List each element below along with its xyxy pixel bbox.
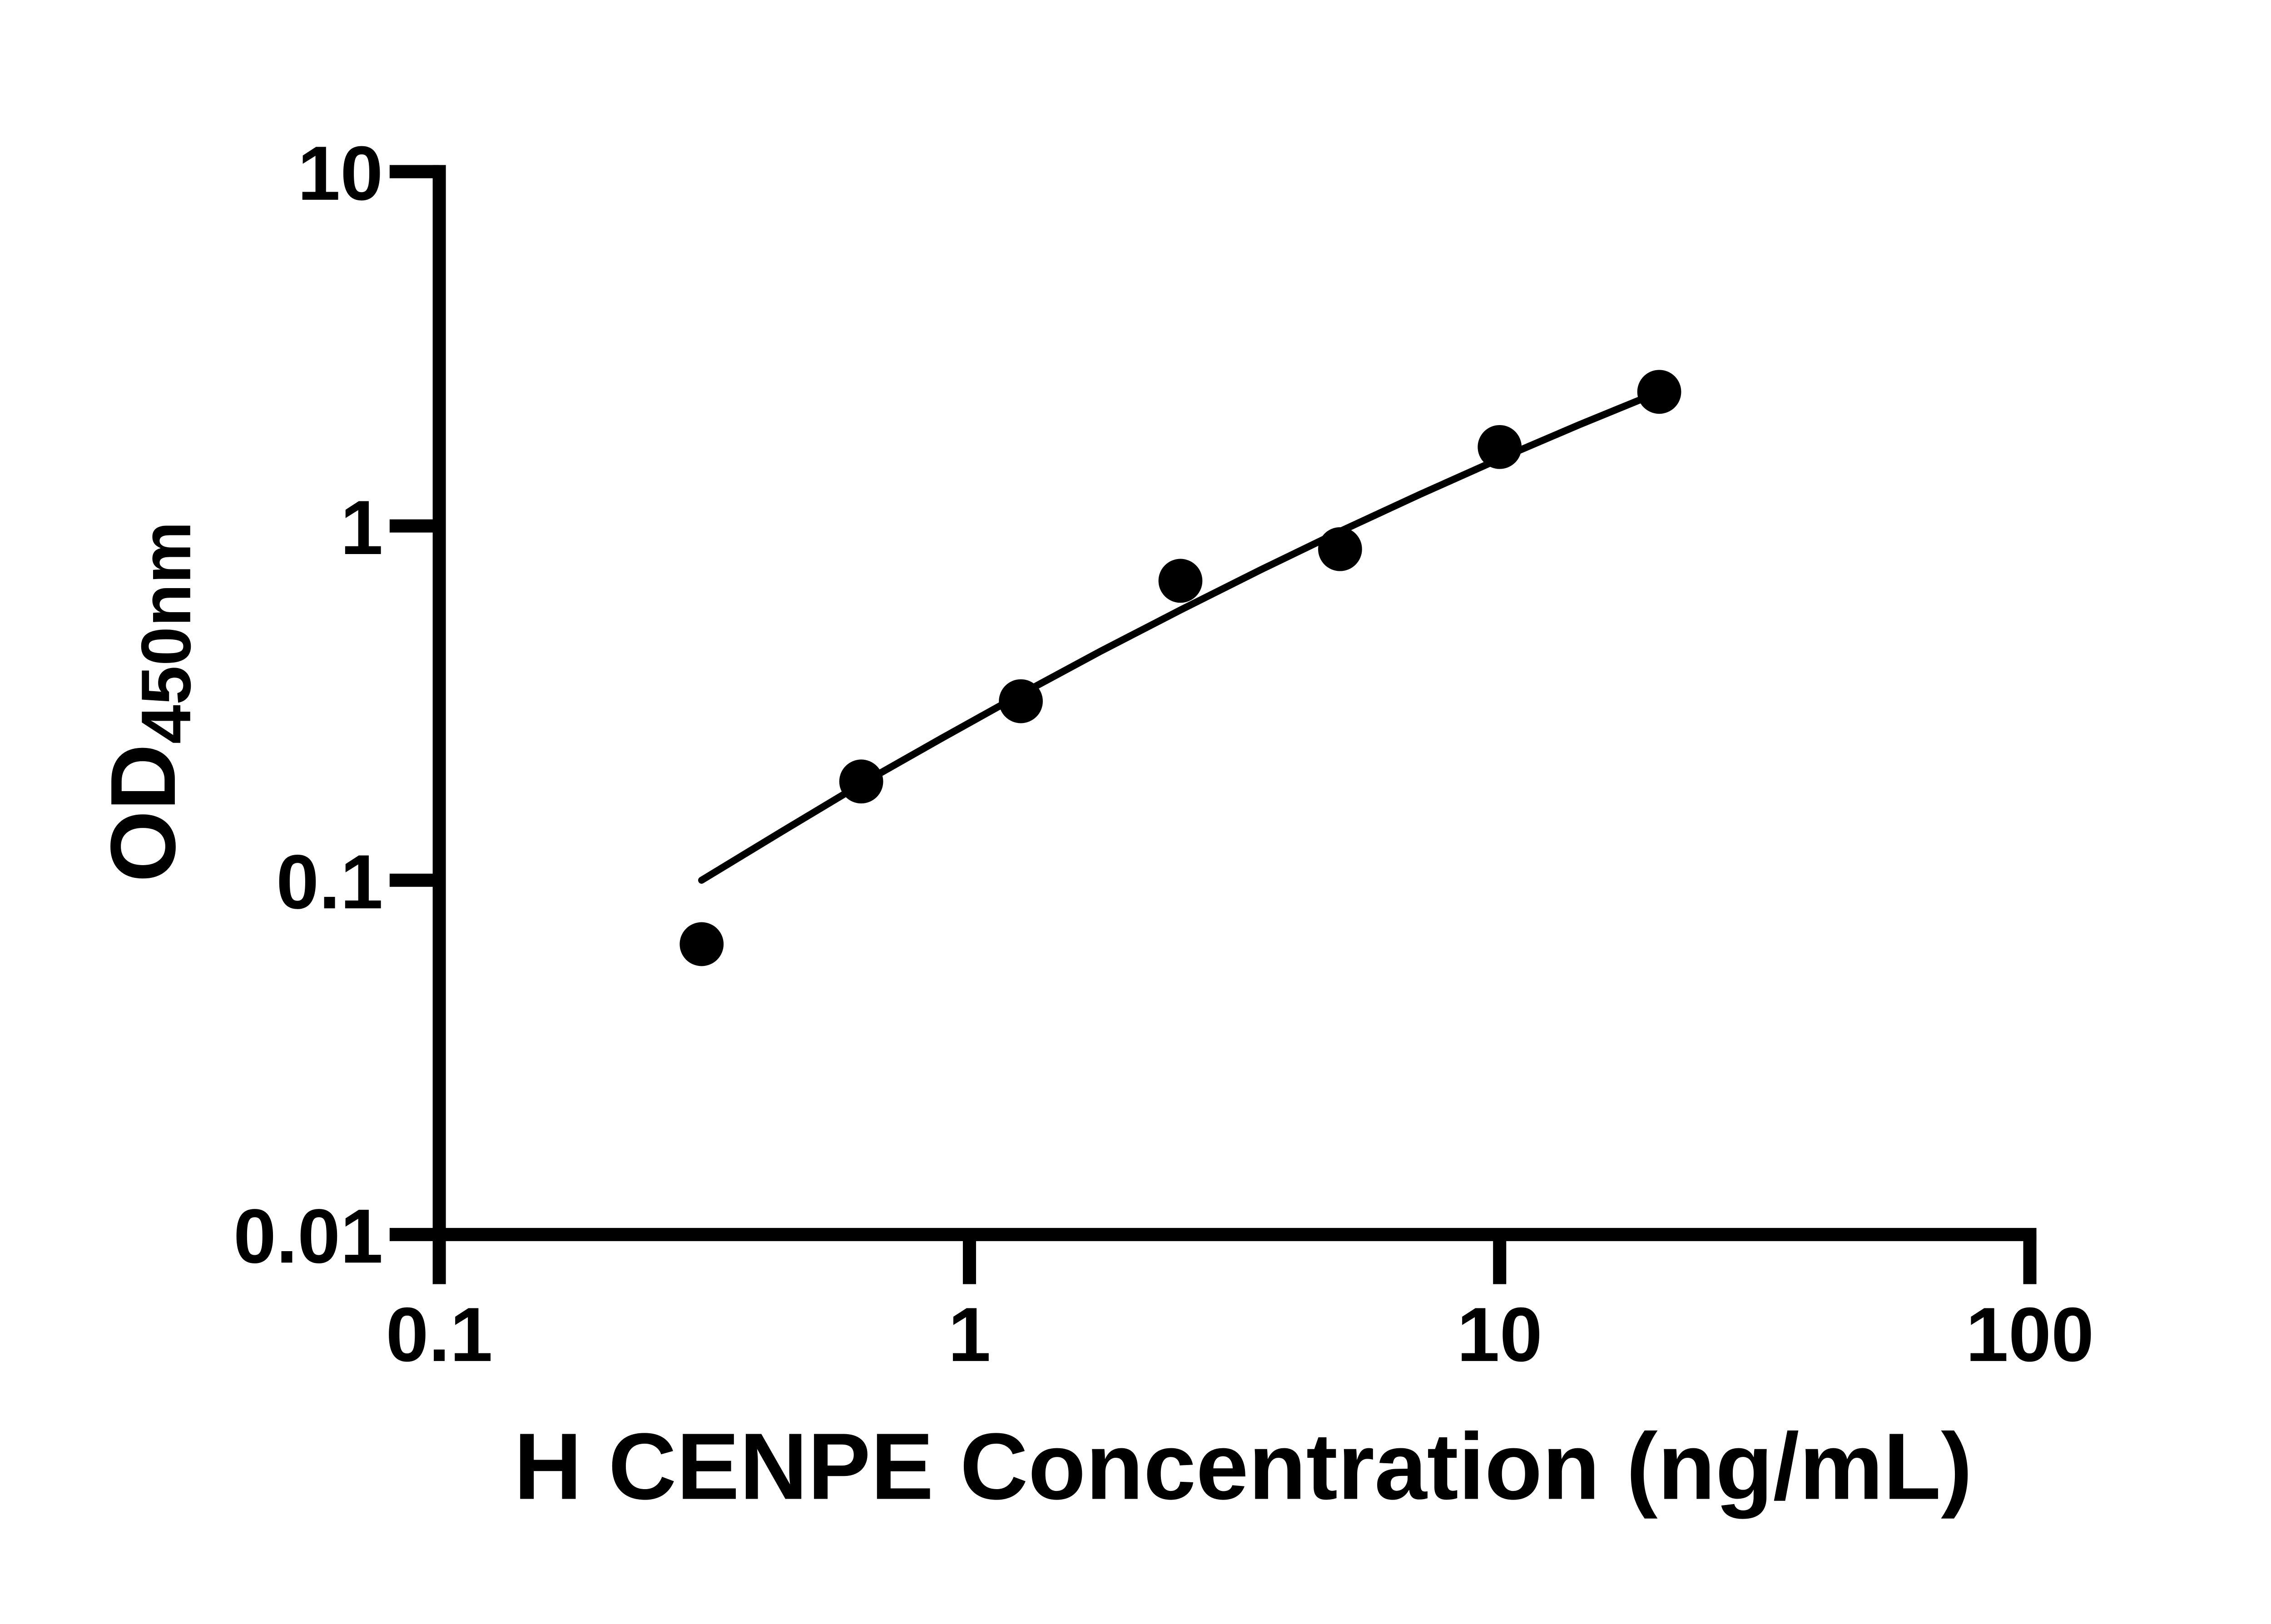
x-tick-label-1: 1 bbox=[948, 1292, 991, 1377]
x-tick-label-0.1: 0.1 bbox=[386, 1292, 492, 1377]
data-point-4 bbox=[1158, 559, 1203, 603]
data-point-7 bbox=[1637, 370, 1681, 414]
x-tick-label-10: 10 bbox=[1457, 1292, 1542, 1377]
y-tick-label-1: 1 bbox=[340, 485, 383, 570]
data-point-2 bbox=[839, 759, 883, 804]
y-axis-title-sub: 450nm bbox=[127, 521, 205, 744]
y-axis-title-main: OD bbox=[92, 744, 195, 882]
axes-layer bbox=[389, 165, 2037, 1284]
data-point-3 bbox=[999, 679, 1043, 723]
x-axis-title: H CENPE Concentration (ng/mL) bbox=[514, 1414, 1972, 1520]
x-tick-label-100: 100 bbox=[1966, 1292, 2094, 1377]
y-tick-label-0.01: 0.01 bbox=[233, 1193, 383, 1279]
data-point-1 bbox=[679, 922, 724, 966]
y-tick-label-10: 10 bbox=[298, 130, 383, 216]
y-axis-title: OD450nm bbox=[92, 521, 205, 882]
y-tick-label-0.1: 0.1 bbox=[276, 839, 383, 925]
data-layer bbox=[679, 370, 1681, 966]
fitted-curve-line bbox=[698, 388, 1663, 884]
data-point-6 bbox=[1478, 425, 1522, 469]
data-point-5 bbox=[1318, 527, 1362, 571]
